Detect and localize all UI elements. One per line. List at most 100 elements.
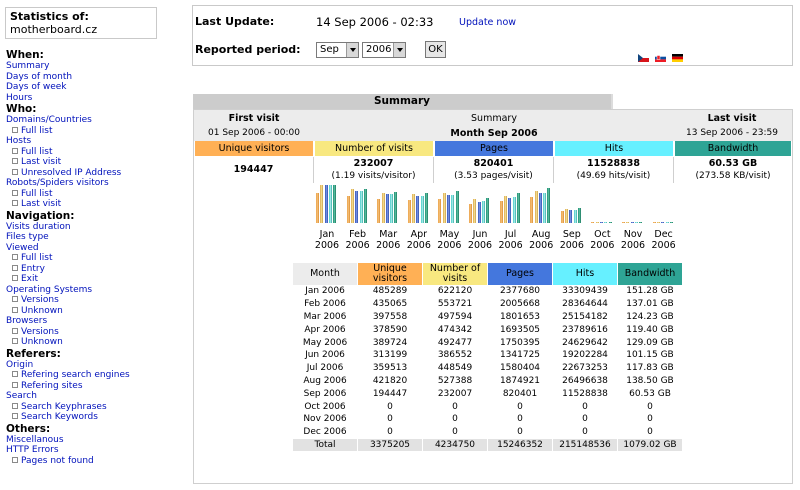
table-total-cell: 4234750 [423, 438, 487, 452]
table-cell: 24629642 [562, 337, 608, 348]
table-cell: 0 [452, 427, 458, 438]
menu-item-hosts[interactable]: Hosts [6, 136, 32, 146]
col-number-of-visits: Number of visits [423, 263, 487, 285]
menu-item-robots-full-list[interactable]: Full list [6, 189, 181, 200]
menu-item-origin[interactable]: Origin [6, 359, 34, 370]
table-cell: 0 [517, 401, 523, 412]
table-cell: 22673253 [562, 363, 608, 374]
menu-item-files-type[interactable]: Files type [6, 232, 49, 242]
menu-item-summary[interactable]: Summary [6, 61, 50, 71]
table-row: Jun 2006 313199 386552 1341725 19202284 101.1… [293, 349, 682, 362]
menu-item-visits-duration[interactable]: Visits duration [6, 221, 71, 232]
month-select-value: Sep [320, 44, 339, 55]
table-row: Dec 2006 0 0 0 0 0 [293, 426, 682, 439]
menu-item-domains-full-list[interactable]: Full list [6, 126, 181, 137]
table-cell: 0 [582, 414, 588, 425]
menu-item-os-versions[interactable]: Versions [6, 295, 181, 306]
first-visit-value: 01 Sep 2006 - 00:00 [208, 128, 300, 138]
menu-item-domains[interactable]: Domains/Countries [6, 115, 92, 125]
table-cell: 0 [647, 414, 653, 425]
month-select[interactable]: Sep [316, 42, 359, 58]
menu-item-browsers-unknown[interactable]: Unknown [6, 337, 181, 348]
table-cell: 1341725 [499, 350, 541, 361]
menu-item-viewed-exit[interactable]: Exit [6, 274, 181, 285]
flag-cz-icon[interactable] [638, 54, 649, 62]
menu-item-http-errors[interactable]: HTTP Errors [6, 445, 59, 455]
year-select-value: 2006 [366, 44, 392, 55]
menu-item-viewed-full-list[interactable]: Full list [6, 253, 181, 264]
monthly-table: Month Unique visitors Number of visits P… [292, 263, 683, 452]
table-cell: 527388 [437, 375, 473, 386]
menu-item-pages-not-found[interactable]: Pages not found [6, 456, 181, 467]
table-cell: 25154182 [562, 311, 608, 322]
table-cell: 485289 [372, 286, 408, 297]
menu-item-viewed[interactable]: Viewed [6, 242, 39, 253]
total-hits: 11528838 (49.69 hits/visit) [554, 157, 674, 183]
table-cell: 397558 [372, 311, 408, 322]
reported-period-label: Reported period: [195, 43, 301, 56]
table-cell: 60.53 GB [629, 388, 671, 399]
total-visits-value: 232007 [353, 158, 394, 169]
summary-top-row [194, 110, 792, 141]
menu-item-operating-systems[interactable]: Operating Systems [6, 284, 93, 295]
table-cell: 0 [387, 401, 393, 412]
menu-item-hosts-last-visit[interactable]: Last visit [6, 157, 181, 168]
menu-item-browsers[interactable]: Browsers [6, 316, 48, 326]
total-visits: 232007 (1.19 visits/visitor) [314, 157, 434, 183]
header-pages: Pages [435, 141, 553, 156]
table-cell: 448549 [437, 363, 473, 374]
menu-item-viewed-entry[interactable]: Entry [6, 264, 181, 275]
table-cell: 2377680 [499, 286, 541, 297]
update-now-link[interactable]: Update now [459, 17, 517, 28]
flag-sk-icon[interactable] [655, 54, 666, 62]
flag-de-icon[interactable] [672, 54, 683, 62]
table-row: Jan 2006 485289 622120 2377680 33309439 151.2… [293, 285, 682, 298]
header-unique-visitors: Unique visitors [195, 141, 313, 156]
last-update-value: 14 Sep 2006 - 02:33 [316, 15, 434, 29]
table-cell: 389724 [372, 337, 408, 348]
table-cell: 313199 [372, 350, 408, 361]
last-visit-label: Last visit [707, 113, 757, 124]
table-cell: 492477 [437, 337, 473, 348]
table-cell: 435065 [372, 299, 408, 310]
menu-item-miscellanous[interactable]: Miscellanous [6, 434, 64, 445]
table-cell: 378590 [372, 324, 408, 335]
table-cell: 0 [452, 401, 458, 412]
menu-item-search-keywords[interactable]: Search Keywords [6, 412, 181, 423]
table-total-cell: 215148536 [553, 438, 617, 452]
menu-item-days-of-month[interactable]: Days of month [6, 71, 73, 82]
table-body: Jan 2006 485289 622120 2377680 33309439 151.2… [293, 285, 682, 452]
menu-item-robots[interactable]: Robots/Spiders visitors [6, 178, 109, 188]
menu-heading-when: When: [6, 49, 44, 61]
menu-item-refering-sites[interactable]: Refering sites [6, 381, 181, 392]
menu-item-days-of-week[interactable]: Days of week [6, 82, 67, 92]
menu-item-hosts-full-list[interactable]: Full list [6, 147, 181, 158]
year-select[interactable]: 2006 [362, 42, 406, 58]
table-cell: 1693505 [499, 324, 541, 335]
table-cell: 124.23 GB [626, 311, 674, 322]
table-cell: 0 [387, 414, 393, 425]
total-bandwidth-value: 60.53 GB [708, 158, 758, 169]
last-update-label: Last Update: [195, 15, 275, 28]
table-cell: 0 [517, 414, 523, 425]
ok-button[interactable]: OK [425, 41, 446, 58]
chevron-down-icon [393, 43, 405, 57]
menu-item-browsers-versions[interactable]: Versions [6, 327, 181, 338]
menu-item-search[interactable]: Search [6, 391, 37, 401]
table-cell: 101.15 GB [626, 350, 674, 361]
menu-item-robots-last-visit[interactable]: Last visit [6, 199, 181, 210]
table-row: Jul 2006 359513 448549 1580404 22673253 117.8… [293, 362, 682, 375]
menu-item-search-keyphrases[interactable]: Search Keyphrases [6, 402, 181, 413]
menu-item-refering-search-engines[interactable]: Refering search engines [6, 370, 181, 381]
first-visit-label: First visit [228, 113, 280, 124]
table-cell: 0 [387, 427, 393, 438]
table-cell: Sep 2006 [303, 388, 347, 399]
menu-item-os-unknown[interactable]: Unknown [6, 306, 181, 317]
menu-item-hours[interactable]: Hours [6, 92, 33, 103]
total-bandwidth: 60.53 GB (273.58 KB/visit) [674, 157, 792, 183]
header-hits: Hits [555, 141, 673, 156]
menu-item-hosts-unresolved[interactable]: Unresolved IP Address [6, 168, 181, 179]
table-row: Aug 2006 421820 527388 1874921 26496638 138.5… [293, 375, 682, 388]
menu-heading-navigation: Navigation: [6, 209, 75, 222]
table-cell: 820401 [502, 388, 538, 399]
